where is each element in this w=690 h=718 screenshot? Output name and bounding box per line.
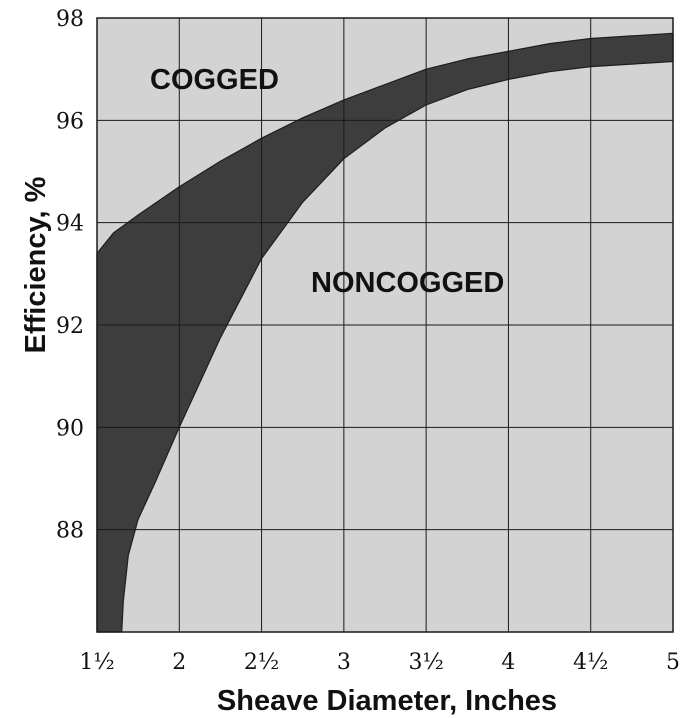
y-tick-label: 92: [56, 314, 84, 339]
x-axis-title: Sheave Diameter, Inches: [217, 685, 557, 717]
efficiency-band: [96, 32, 674, 633]
x-tick-label: 1½: [79, 650, 114, 675]
plot-frame: [96, 17, 674, 633]
y-tick-label: 98: [56, 7, 84, 32]
region-label-cogged: COGGED: [150, 64, 279, 96]
region-label-noncogged: NONCOGGED: [311, 267, 504, 299]
x-tick-label: 2: [172, 650, 186, 675]
x-tick-label: 3: [337, 650, 351, 675]
x-tick-labels: 1½ 2 2½ 3 3½ 4 4½ 5: [79, 650, 680, 675]
x-tick-label: 3½: [408, 650, 443, 675]
x-tick-label: 2½: [244, 650, 279, 675]
y-axis-title: Efficiency, %: [20, 176, 52, 353]
y-tick-label: 90: [56, 416, 84, 441]
y-tick-label: 88: [56, 519, 84, 544]
x-tick-label: 5: [666, 650, 680, 675]
x-tick-label: 4: [501, 650, 515, 675]
y-tick-label: 94: [56, 212, 84, 237]
x-tick-label: 4½: [573, 650, 608, 675]
y-tick-labels: 88 90 92 94 96 98: [56, 7, 84, 544]
y-tick-label: 96: [56, 109, 84, 134]
